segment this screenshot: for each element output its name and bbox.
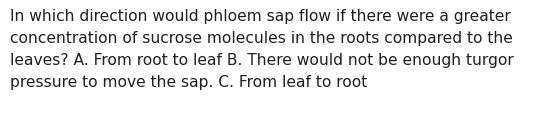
Text: In which direction would phloem sap flow if there were a greater
concentration o: In which direction would phloem sap flow…: [10, 9, 514, 90]
